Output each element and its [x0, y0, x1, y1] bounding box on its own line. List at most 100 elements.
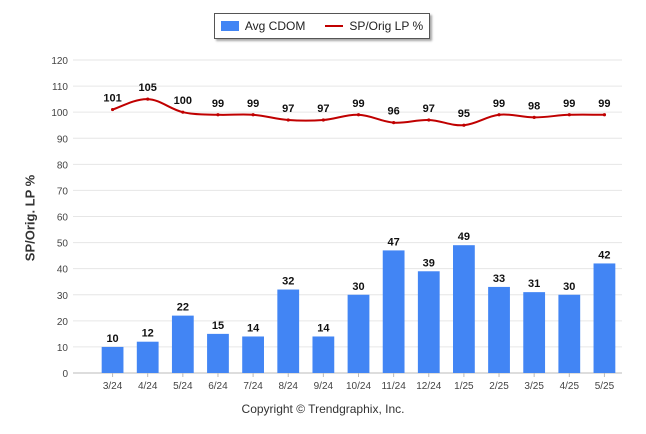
bar-8/24[interactable] — [277, 289, 300, 373]
bar-value-label: 14 — [317, 322, 330, 334]
y-tick-label: 10 — [57, 343, 69, 354]
y-axis-ticks: 0 10 20 30 40 50 60 70 80 90 100 110 120 — [51, 56, 68, 380]
bar-value-label: 47 — [388, 236, 400, 248]
bar-5/24[interactable] — [171, 315, 194, 373]
line-point-3/24[interactable] — [110, 107, 115, 112]
line-point-7/24[interactable] — [251, 113, 255, 117]
line-value-label: 99 — [352, 98, 364, 110]
y-tick-label: 20 — [57, 317, 69, 328]
y-tick-label: 70 — [57, 186, 69, 197]
y-tick-label: 40 — [57, 265, 69, 276]
x-tick-label: 8/24 — [278, 381, 298, 392]
line-point-6/24[interactable] — [216, 113, 220, 117]
bar-3/25[interactable] — [523, 292, 546, 373]
line-value-label: 99 — [212, 98, 224, 110]
x-axis-ticks: 3/24 4/24 5/24 6/24 7/24 8/24 9/24 10/24 11/24 12… — [103, 373, 615, 392]
line-point-5/24[interactable] — [181, 110, 185, 114]
bar-12/24[interactable] — [417, 271, 440, 373]
x-tick-label: 4/24 — [138, 381, 158, 392]
bar-value-label: 49 — [458, 231, 470, 243]
x-tick-label: 6/24 — [208, 381, 228, 392]
line-value-label: 97 — [282, 103, 294, 115]
bar-value-label: 42 — [598, 249, 610, 261]
line-value-label: 105 — [139, 82, 157, 94]
line-value-label: 99 — [563, 98, 575, 110]
x-tick-label: 3/24 — [103, 381, 123, 392]
line-series — [110, 97, 607, 127]
line-value-label: 97 — [317, 103, 329, 115]
y-tick-label: 80 — [57, 160, 69, 171]
y-tick-label: 90 — [57, 134, 69, 145]
line-point-1/25[interactable] — [462, 123, 466, 127]
line-point-3/25[interactable] — [532, 115, 536, 119]
line-value-label: 96 — [388, 106, 400, 118]
legend-label-line: SP/Orig LP % — [349, 19, 424, 33]
legend-swatch-line — [325, 25, 344, 27]
bar-4/24[interactable] — [136, 341, 159, 373]
bar-series — [101, 245, 616, 373]
legend-swatch-bar — [220, 21, 239, 31]
y-tick-label: 30 — [57, 291, 69, 302]
x-tick-label: 7/24 — [243, 381, 263, 392]
x-tick-label: 2/25 — [489, 381, 509, 392]
bar-2/25[interactable] — [488, 286, 510, 373]
x-tick-label: 12/24 — [416, 381, 441, 392]
bar-value-label: 30 — [352, 281, 364, 293]
legend-label-bar: Avg CDOM — [244, 19, 306, 33]
line-point-11/24[interactable] — [392, 121, 396, 125]
line-point-9/24[interactable] — [321, 118, 325, 122]
x-tick-label: 11/24 — [381, 381, 406, 392]
line-point-8/24[interactable] — [286, 118, 290, 122]
bar-value-label: 32 — [282, 276, 294, 288]
bar-5/25[interactable] — [593, 263, 616, 373]
bar-value-label: 10 — [106, 333, 118, 345]
bar-9/24[interactable] — [312, 336, 335, 373]
x-tick-label: 5/25 — [595, 381, 615, 392]
x-tick-label: 10/24 — [346, 381, 371, 392]
bar-value-label: 22 — [177, 302, 189, 314]
y-tick-label: 110 — [52, 82, 68, 93]
legend-item-line[interactable]: SP/Orig LP % — [325, 19, 423, 33]
bar-10/24[interactable] — [347, 294, 370, 373]
line-value-label: 99 — [598, 98, 610, 110]
line-value-label: 98 — [528, 100, 540, 112]
x-tick-label: 5/24 — [173, 381, 193, 392]
bar-1/25[interactable] — [453, 245, 475, 373]
x-tick-label: 1/25 — [454, 381, 474, 392]
bar-11/24[interactable] — [382, 250, 405, 373]
y-tick-label: 50 — [57, 239, 69, 250]
line-value-label: 99 — [493, 98, 505, 110]
bar-data-labels: 10 12 22 15 14 32 14 30 47 39 49 33 31 30 42 — [106, 231, 610, 345]
bar-value-label: 15 — [212, 320, 224, 332]
line-value-label: 101 — [103, 93, 121, 105]
line-data-labels: 101 105 100 99 99 97 97 99 96 97 95 99 98 99 99 — [103, 82, 610, 120]
bar-value-label: 12 — [142, 328, 154, 340]
x-tick-label: 9/24 — [314, 381, 334, 392]
copyright-footer: Copyright © Trendgraphix, Inc. — [241, 402, 405, 416]
bar-value-label: 30 — [563, 281, 575, 293]
bar-value-label: 31 — [528, 278, 540, 290]
legend: Avg CDOM SP/Orig LP % — [214, 13, 430, 39]
bar-7/24[interactable] — [242, 336, 264, 373]
y-axis-label: SP/Orig. LP % — [22, 174, 38, 262]
y-tick-label: 100 — [51, 108, 68, 119]
line-point-12/24[interactable] — [427, 118, 431, 122]
x-tick-label: 4/25 — [560, 381, 580, 392]
bar-6/24[interactable] — [207, 333, 229, 373]
y-tick-label: 60 — [57, 213, 69, 224]
bar-3/24[interactable] — [101, 346, 124, 373]
line-value-label: 95 — [458, 108, 470, 120]
line-point-2/25[interactable] — [497, 113, 501, 117]
line-value-label: 100 — [174, 95, 192, 107]
line-point-4/24[interactable] — [146, 97, 150, 101]
legend-item-bar[interactable]: Avg CDOM — [220, 19, 306, 33]
line-point-5/25[interactable] — [602, 113, 607, 117]
bar-4/25[interactable] — [558, 294, 581, 373]
line-point-4/25[interactable] — [567, 113, 571, 117]
bar-value-label: 33 — [493, 273, 505, 285]
y-tick-label: 0 — [62, 369, 68, 380]
y-tick-label: 120 — [51, 56, 68, 67]
line-point-10/24[interactable] — [356, 113, 361, 117]
bar-value-label: 39 — [423, 257, 435, 269]
